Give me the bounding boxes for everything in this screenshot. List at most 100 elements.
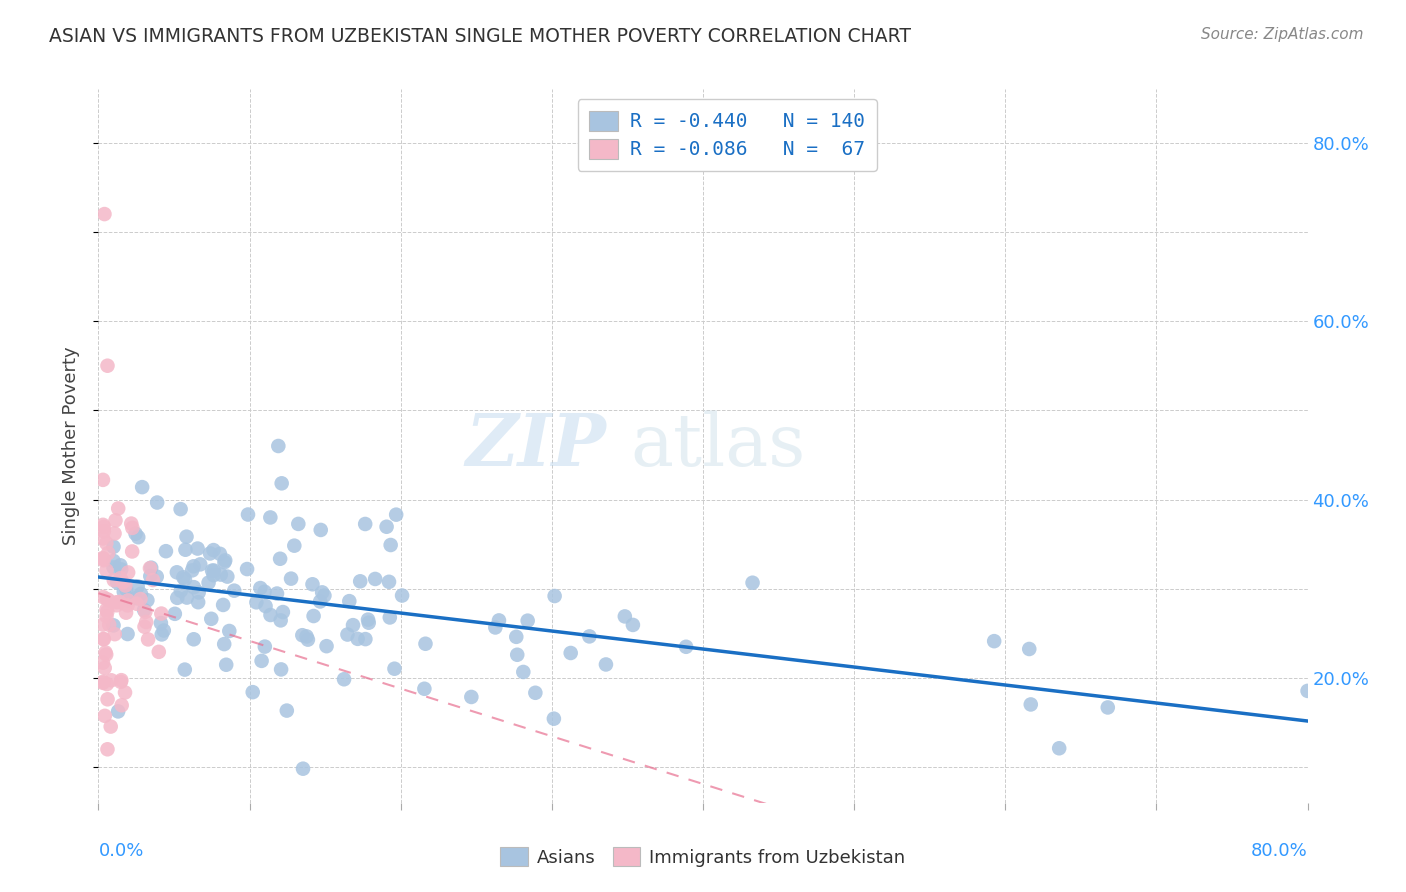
- Point: [110, 558, 132, 573]
- Point: [163, 607, 186, 621]
- Point: [512, 665, 534, 679]
- Point: [169, 502, 191, 516]
- Point: [524, 686, 547, 700]
- Point: [578, 629, 600, 643]
- Point: [202, 543, 225, 558]
- Point: [129, 587, 152, 601]
- Point: [142, 573, 165, 587]
- Point: [105, 595, 128, 609]
- Point: [103, 573, 125, 587]
- Point: [675, 640, 697, 654]
- Point: [96, 359, 118, 373]
- Point: [311, 585, 333, 599]
- Point: [117, 627, 139, 641]
- Point: [103, 540, 125, 554]
- Point: [198, 546, 221, 560]
- Point: [297, 632, 319, 647]
- Point: [209, 567, 232, 582]
- Point: [105, 599, 128, 613]
- Point: [146, 495, 169, 509]
- Point: [129, 592, 152, 607]
- Point: [96, 609, 118, 624]
- Point: [91, 551, 114, 566]
- Point: [141, 560, 163, 574]
- Point: [346, 632, 368, 646]
- Point: [242, 685, 264, 699]
- Point: [97, 593, 120, 607]
- Point: [543, 589, 565, 603]
- Point: [295, 629, 318, 643]
- Point: [250, 654, 273, 668]
- Text: 80.0%: 80.0%: [1251, 842, 1308, 860]
- Point: [136, 593, 159, 607]
- Legend: R = -0.440   N = 140, R = -0.086   N =  67: R = -0.440 N = 140, R = -0.086 N = 67: [578, 99, 877, 171]
- Point: [488, 614, 510, 628]
- Point: [93, 520, 115, 534]
- Point: [91, 517, 114, 532]
- Point: [104, 627, 127, 641]
- Point: [1019, 698, 1042, 712]
- Point: [267, 439, 290, 453]
- Point: [259, 607, 281, 622]
- Point: [110, 674, 132, 689]
- Point: [97, 546, 120, 560]
- Point: [253, 584, 276, 599]
- Point: [349, 574, 371, 589]
- Point: [236, 508, 259, 522]
- Point: [117, 593, 139, 607]
- Point: [139, 569, 162, 583]
- Point: [97, 692, 120, 706]
- Point: [460, 690, 482, 704]
- Point: [357, 613, 380, 627]
- Point: [93, 661, 115, 675]
- Point: [1018, 642, 1040, 657]
- Point: [983, 634, 1005, 648]
- Point: [197, 575, 219, 590]
- Point: [621, 618, 644, 632]
- Point: [117, 599, 139, 613]
- Point: [96, 648, 118, 662]
- Point: [117, 566, 139, 580]
- Point: [104, 513, 127, 527]
- Point: [214, 555, 236, 569]
- Point: [280, 572, 302, 586]
- Point: [212, 598, 235, 612]
- Point: [301, 577, 323, 591]
- Point: [253, 640, 276, 654]
- Point: [378, 574, 401, 589]
- Point: [173, 663, 195, 677]
- Point: [172, 570, 194, 584]
- Point: [245, 595, 267, 609]
- Point: [120, 516, 142, 531]
- Point: [200, 612, 222, 626]
- Point: [121, 521, 143, 535]
- Point: [302, 609, 325, 624]
- Point: [212, 637, 235, 651]
- Point: [1296, 684, 1319, 698]
- Point: [214, 553, 236, 567]
- Point: [96, 603, 118, 617]
- Point: [94, 709, 117, 723]
- Point: [149, 615, 172, 630]
- Point: [135, 615, 157, 629]
- Point: [342, 618, 364, 632]
- Point: [150, 627, 173, 641]
- Point: [91, 674, 114, 689]
- Point: [188, 558, 211, 572]
- Point: [111, 698, 134, 713]
- Point: [91, 617, 114, 632]
- Point: [166, 591, 188, 605]
- Point: [354, 516, 377, 531]
- Point: [91, 532, 114, 546]
- Point: [155, 544, 177, 558]
- Point: [314, 589, 336, 603]
- Point: [315, 639, 337, 653]
- Point: [91, 656, 114, 670]
- Point: [506, 648, 529, 662]
- Point: [218, 624, 240, 638]
- Point: [110, 571, 132, 585]
- Y-axis label: Single Mother Poverty: Single Mother Poverty: [62, 347, 80, 545]
- Point: [201, 564, 224, 578]
- Point: [174, 542, 197, 557]
- Point: [166, 566, 188, 580]
